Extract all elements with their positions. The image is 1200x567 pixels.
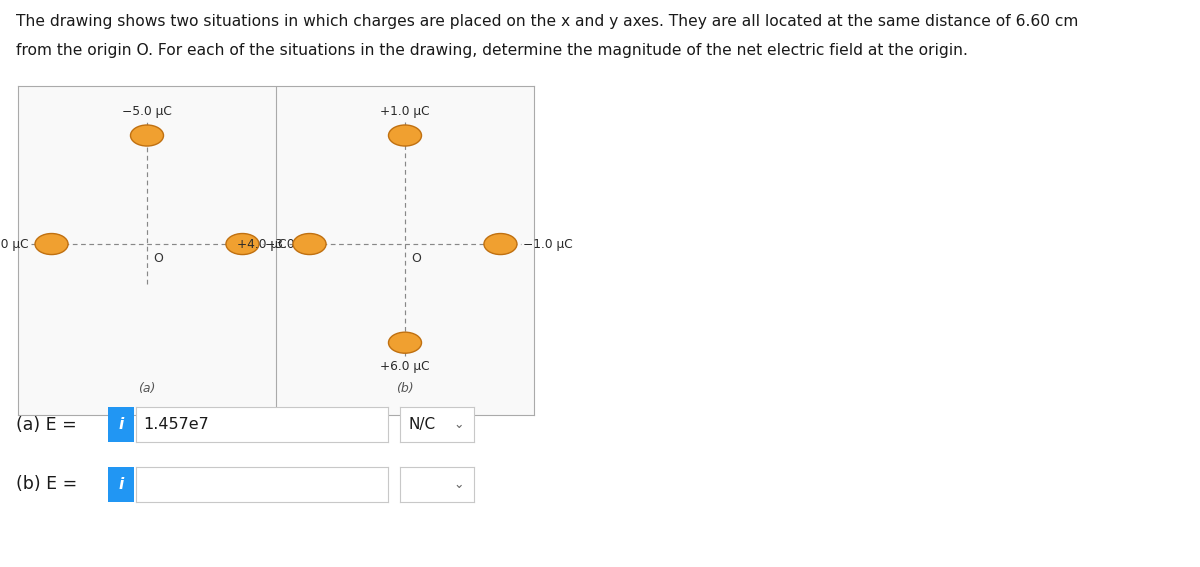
Circle shape: [389, 125, 421, 146]
Text: −3.0 μC: −3.0 μC: [265, 238, 314, 251]
Text: (a): (a): [138, 382, 156, 395]
Circle shape: [484, 234, 517, 255]
Text: (b) E =: (b) E =: [16, 475, 83, 493]
Circle shape: [131, 125, 163, 146]
Text: i: i: [119, 477, 124, 492]
Text: −5.0 μC: −5.0 μC: [122, 105, 172, 119]
Text: O: O: [412, 252, 421, 265]
Text: ⌄: ⌄: [454, 478, 464, 490]
Text: ⌄: ⌄: [454, 418, 464, 431]
Text: +6.0 μC: +6.0 μC: [380, 360, 430, 373]
Circle shape: [389, 332, 421, 353]
Text: N/C: N/C: [408, 417, 436, 432]
Text: −1.0 μC: −1.0 μC: [523, 238, 572, 251]
Circle shape: [226, 234, 259, 255]
Text: O: O: [154, 252, 163, 265]
Text: i: i: [119, 417, 124, 432]
Circle shape: [293, 234, 326, 255]
Text: from the origin O. For each of the situations in the drawing, determine the magn: from the origin O. For each of the situa…: [16, 43, 967, 57]
Text: +1.0 μC: +1.0 μC: [380, 105, 430, 119]
Text: +2.0 μC: +2.0 μC: [0, 238, 29, 251]
Text: (b): (b): [396, 382, 414, 395]
Text: +4.0 μC: +4.0 μC: [238, 238, 287, 251]
Circle shape: [35, 234, 68, 255]
Text: The drawing shows two situations in which charges are placed on the x and y axes: The drawing shows two situations in whic…: [16, 14, 1078, 29]
Text: (a) E =: (a) E =: [16, 416, 82, 434]
Text: 1.457e7: 1.457e7: [143, 417, 209, 432]
